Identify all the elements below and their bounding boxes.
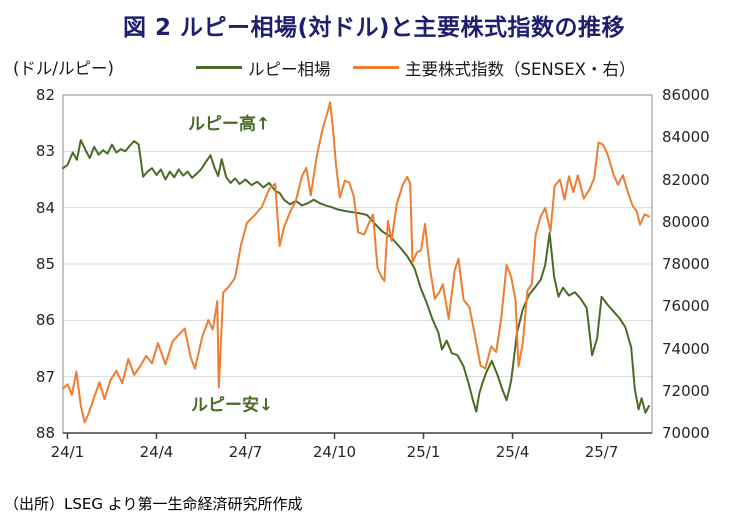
legend-label-rupee: ルピー相場 — [248, 60, 331, 79]
y-axis-left-tick-label: 85 — [35, 255, 55, 273]
annotation-rupee-low: ルピー安↓ — [191, 395, 274, 416]
y-axis-left-tick-label: 84 — [35, 198, 55, 217]
sensex-index-line — [62, 101, 650, 424]
y-axis-left-tick-label: 87 — [35, 367, 55, 386]
x-axis-tick-label: 25/4 — [495, 443, 530, 461]
x-axis-tick-label: 25/1 — [406, 443, 441, 461]
legend-label-sensex: 主要株式指数（SENSEX・右） — [405, 60, 636, 79]
y-axis-left-tick-label: 88 — [35, 424, 55, 442]
y-axis-left-tick-label: 82 — [35, 86, 55, 104]
chart-title: 図 2 ルピー相場(対ドル)と主要株式指数の推移 — [122, 15, 626, 41]
source-note: （出所）LSEG より第一生命経済研究所作成 — [4, 495, 303, 513]
y-axis-right-tick-label: 84000 — [662, 128, 710, 147]
gridlines — [63, 150, 652, 378]
x-axis-tick-label: 24/7 — [228, 443, 263, 461]
annotation-rupee-high: ルピー高↑ — [188, 114, 271, 135]
x-axis-tick-label: 24/10 — [312, 443, 357, 461]
left-axis-unit-label: (ドル/ルピー) — [13, 59, 114, 78]
y-axis-right-tick-label: 74000 — [662, 339, 710, 358]
y-axis-right-tick-label: 80000 — [662, 212, 710, 231]
rupee-rate-line — [62, 139, 650, 414]
x-axis-tick-label: 24/1 — [50, 443, 85, 461]
data-series-lines — [62, 101, 650, 424]
y-axis-right-tick-label: 78000 — [662, 255, 710, 273]
y-axis-right-tick-label: 76000 — [662, 297, 710, 316]
y-axis-right-tick-label: 70000 — [662, 424, 710, 442]
y-axis-right-tick-label: 82000 — [662, 170, 710, 189]
sensex-line-swatch — [353, 66, 399, 69]
x-axis-ticks — [66, 433, 603, 439]
x-axis-tick-label: 24/4 — [139, 443, 174, 461]
y-axis-right-tick-label: 72000 — [662, 381, 710, 400]
x-axis-tick-label: 25/7 — [584, 443, 619, 461]
rupee-line-swatch — [196, 66, 242, 69]
y-axis-right-tick-label: 86000 — [662, 86, 710, 104]
y-axis-left-tick-label: 83 — [35, 142, 55, 161]
y-axis-left-tick-label: 86 — [35, 311, 55, 330]
